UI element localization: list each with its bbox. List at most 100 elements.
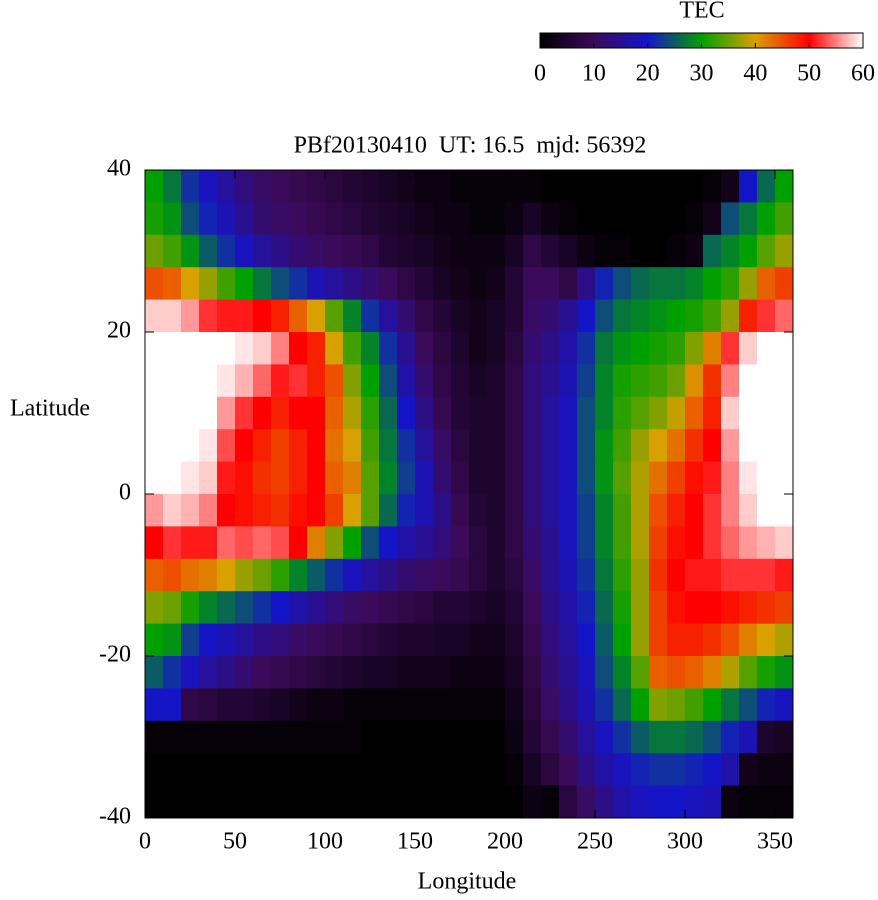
heat-cell	[271, 364, 290, 398]
heat-cell	[361, 753, 380, 787]
heat-cell	[775, 429, 794, 463]
heat-cell	[253, 299, 272, 333]
heat-cell	[775, 720, 794, 754]
heat-cell	[775, 202, 794, 236]
heat-cell	[703, 396, 722, 430]
heat-cell	[757, 396, 776, 430]
heat-cell	[595, 526, 614, 560]
heat-cell	[379, 494, 398, 527]
heat-cell	[721, 332, 740, 365]
heat-cell	[163, 364, 182, 398]
heat-cell	[703, 526, 722, 560]
heat-cell	[487, 202, 506, 236]
heat-cell	[577, 170, 596, 203]
heat-cell	[595, 202, 614, 236]
heat-cell	[541, 396, 560, 430]
heat-cell	[253, 656, 272, 689]
heat-cell	[379, 688, 398, 722]
heat-cell	[757, 623, 776, 657]
heat-cell	[343, 526, 362, 560]
heat-cell	[235, 170, 254, 203]
heat-cell	[721, 494, 740, 527]
heat-cell	[415, 720, 434, 754]
heat-cell	[631, 558, 650, 592]
heat-cell	[541, 234, 560, 268]
heat-cell	[253, 170, 272, 203]
colorbar-tick-label: 20	[636, 61, 660, 87]
heat-cell	[523, 558, 542, 592]
heat-cell	[685, 623, 704, 657]
heat-cell	[379, 461, 398, 495]
heat-cell	[397, 332, 416, 365]
heat-cell	[685, 429, 704, 463]
heat-cell	[757, 267, 776, 301]
heat-cell	[433, 526, 452, 560]
heat-cell	[631, 396, 650, 430]
heat-cell	[289, 234, 308, 268]
heat-cell	[253, 494, 272, 527]
heat-cell	[631, 494, 650, 527]
heat-cell	[577, 202, 596, 236]
heat-cell	[361, 688, 380, 722]
heat-cell	[559, 688, 578, 722]
heat-cell	[199, 785, 218, 819]
heat-cell	[523, 461, 542, 495]
heat-cell	[361, 396, 380, 430]
heat-cell	[433, 299, 452, 333]
heat-cell	[235, 234, 254, 268]
heat-cell	[361, 202, 380, 236]
heat-cell	[631, 656, 650, 689]
heat-cell	[397, 396, 416, 430]
heat-cell	[505, 526, 524, 560]
heat-cell	[667, 202, 686, 236]
heat-cell	[523, 656, 542, 689]
heat-cell	[649, 785, 668, 819]
heat-cell	[253, 623, 272, 657]
heat-cell	[217, 656, 236, 689]
heat-cell	[505, 170, 524, 203]
heat-cell	[307, 234, 326, 268]
heat-cell	[559, 461, 578, 495]
heat-cell	[361, 267, 380, 301]
heat-cell	[253, 202, 272, 236]
heat-cell	[199, 558, 218, 592]
heat-cell	[631, 526, 650, 560]
heat-cell	[775, 656, 794, 689]
heat-cell	[667, 753, 686, 787]
heat-cell	[145, 364, 164, 398]
heat-cell	[433, 267, 452, 301]
heat-cell	[289, 170, 308, 203]
heat-cell	[163, 396, 182, 430]
heat-cell	[145, 656, 164, 689]
heat-cell	[379, 526, 398, 560]
heat-cell	[721, 234, 740, 268]
heat-cell	[739, 429, 758, 463]
heat-cell	[487, 656, 506, 689]
heat-cell	[775, 461, 794, 495]
heat-cell	[253, 461, 272, 495]
heat-cell	[559, 526, 578, 560]
heat-cell	[307, 267, 326, 301]
heat-cell	[595, 623, 614, 657]
heat-cell	[721, 558, 740, 592]
heat-cell	[469, 202, 488, 236]
heat-cell	[397, 494, 416, 527]
heat-cell	[199, 494, 218, 527]
heat-cell	[145, 202, 164, 236]
heat-cell	[163, 170, 182, 203]
heat-cell	[379, 558, 398, 592]
heat-cell	[703, 494, 722, 527]
heat-cell	[613, 364, 632, 398]
heat-cell	[307, 364, 326, 398]
heat-cell	[415, 299, 434, 333]
heat-cell	[271, 785, 290, 819]
heat-cell	[721, 623, 740, 657]
heat-cell	[343, 170, 362, 203]
heat-cell	[667, 396, 686, 430]
heat-cell	[469, 332, 488, 365]
heat-cell	[613, 558, 632, 592]
heat-cell	[505, 688, 524, 722]
heat-cell	[181, 429, 200, 463]
heat-cell	[415, 396, 434, 430]
